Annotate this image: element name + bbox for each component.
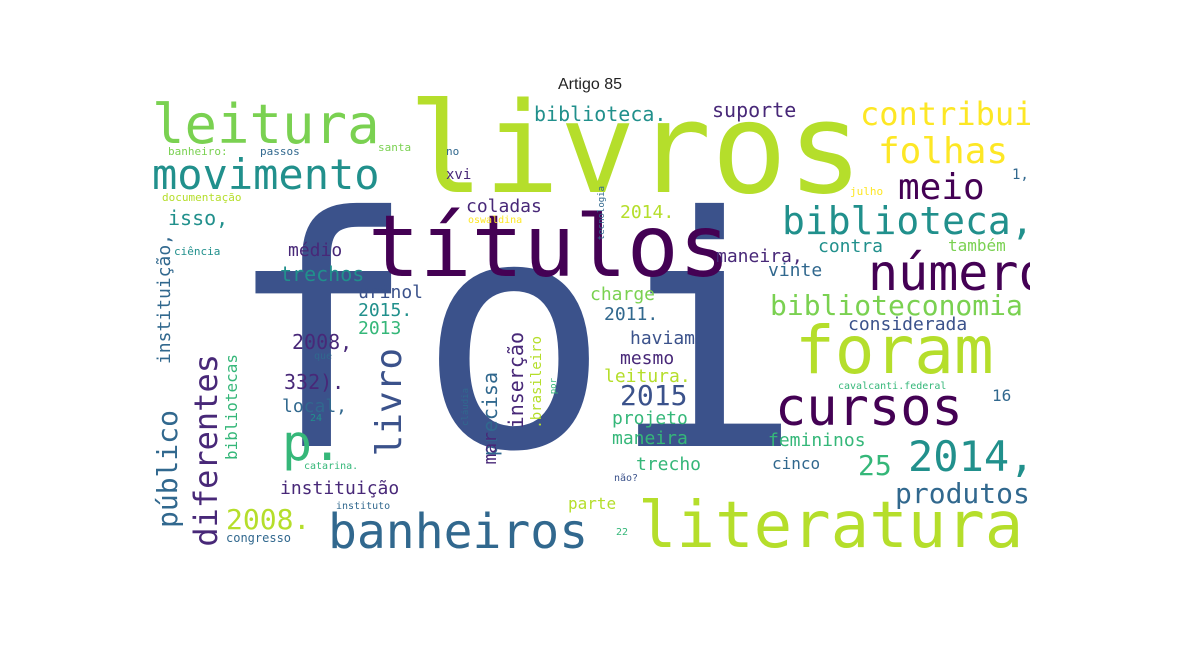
word: público [151,410,184,529]
word: passos [260,145,300,158]
word: cavalcanti.federal [838,381,947,392]
word: meio [898,167,985,208]
word: foi [225,150,803,522]
word: por [549,378,559,395]
word: oswaldina [468,215,523,226]
word: projeto [612,408,688,429]
word: cinco [772,454,821,473]
word: haviam [630,328,696,349]
word: 332). [284,370,345,394]
word: 2008. [226,503,311,536]
word-cloud: foi livros títulos foram literatura curs… [150,96,1030,566]
word: urinol [358,282,424,303]
word: p. [282,414,343,472]
word: xvi [446,167,472,183]
word: charge [590,284,656,305]
word: contra [818,236,884,257]
word: 2014, [908,432,1030,481]
word: congresso [226,531,292,545]
word: instituição [280,478,400,499]
word: foram [795,312,994,389]
word: instituição, [154,234,175,365]
word: 25 [858,449,892,482]
word: 24 [310,413,323,424]
word: 2015 [620,379,688,412]
word: local, [282,396,348,417]
word: leitura [152,96,380,156]
word: coladas [466,196,542,217]
word: parte [568,494,617,513]
word: títulos [368,197,731,297]
word: mar [480,432,501,465]
word: cursos [775,378,963,438]
word: 2014. [620,202,675,223]
word: médio [288,240,343,261]
word: no [446,145,460,158]
word: biblioteconomia [770,289,1023,322]
word: diferentes [187,354,225,547]
word: vinte [768,260,823,281]
word: 2008, [292,330,353,354]
word: instituto [336,501,391,512]
word: bibliotecas [222,354,241,460]
word: biblioteca, [782,199,1030,243]
word: livros [408,96,864,222]
word: folhas [878,131,1009,172]
word: 2013 [358,318,402,339]
word: contribuir [860,96,1030,133]
word: cláudia [461,388,471,426]
word: não? [614,473,639,484]
word: banheiros [328,504,589,560]
word: 22 [616,527,629,538]
word: banheiro: [168,145,228,158]
word: biblioteca. [534,102,667,126]
word: 2011. [604,304,659,325]
word: .brasileiro [529,336,545,429]
word: literatura [638,489,1024,563]
word: leitura. [604,366,691,387]
word: inserção [504,332,528,429]
word: julho [850,185,884,198]
word: trecho [636,454,702,475]
word: número [868,244,1030,302]
word: femininos [768,430,866,451]
word: livro [369,348,410,457]
word: suporte [712,98,797,122]
word: que [314,351,333,362]
word: movimento [152,150,380,199]
word: tecnologia [597,186,607,241]
word: isso, [168,206,229,230]
word: 16 [992,386,1012,405]
word: 1, [1012,167,1029,183]
word: documentação [162,191,242,204]
word: ciência [174,245,221,258]
word: 2015. [358,300,413,321]
figure-title: Artigo 85 [557,76,623,93]
word: santa [378,141,412,154]
word: mesmo [620,348,675,369]
word: maneira [612,428,688,449]
word: produtos [895,477,1030,510]
word: trechos [280,262,365,286]
word: maneira, [716,246,803,267]
word: também [948,236,1006,255]
word: considerada [848,314,968,335]
word: catarina. [304,461,359,472]
